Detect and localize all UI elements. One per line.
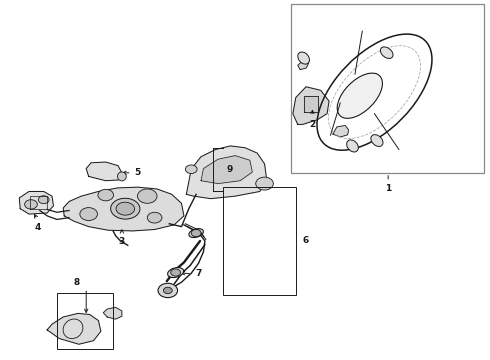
Polygon shape [304, 96, 318, 112]
Polygon shape [103, 307, 122, 319]
Polygon shape [333, 126, 348, 137]
Text: 7: 7 [195, 269, 201, 278]
Text: 6: 6 [302, 237, 308, 246]
Text: 4: 4 [34, 223, 41, 232]
Text: 1: 1 [385, 184, 392, 193]
Circle shape [147, 212, 162, 223]
Ellipse shape [298, 52, 310, 64]
Ellipse shape [371, 135, 383, 147]
Ellipse shape [346, 140, 358, 152]
Polygon shape [19, 192, 53, 214]
Polygon shape [186, 146, 267, 199]
Ellipse shape [111, 198, 140, 219]
Circle shape [38, 196, 49, 204]
Ellipse shape [337, 73, 383, 118]
Polygon shape [63, 187, 184, 231]
Polygon shape [86, 162, 123, 181]
Polygon shape [201, 156, 252, 184]
Bar [57, 293, 113, 348]
Text: 9: 9 [227, 165, 233, 174]
Text: 8: 8 [74, 278, 79, 287]
Circle shape [158, 283, 177, 298]
Bar [292, 4, 485, 173]
Circle shape [163, 287, 172, 294]
Ellipse shape [380, 47, 393, 58]
Polygon shape [298, 61, 309, 69]
Circle shape [191, 229, 201, 237]
Circle shape [138, 189, 157, 203]
Ellipse shape [189, 229, 203, 238]
Ellipse shape [116, 202, 135, 215]
Circle shape [256, 177, 273, 190]
Circle shape [80, 208, 98, 221]
Circle shape [185, 165, 197, 174]
Polygon shape [293, 87, 329, 125]
Ellipse shape [168, 267, 184, 278]
Polygon shape [47, 314, 101, 344]
Bar [223, 187, 296, 295]
Text: 3: 3 [119, 237, 125, 246]
Circle shape [171, 269, 180, 276]
Circle shape [98, 189, 114, 201]
Circle shape [24, 200, 37, 209]
Text: 2: 2 [309, 120, 316, 129]
Text: 5: 5 [135, 168, 141, 177]
Ellipse shape [118, 172, 126, 181]
